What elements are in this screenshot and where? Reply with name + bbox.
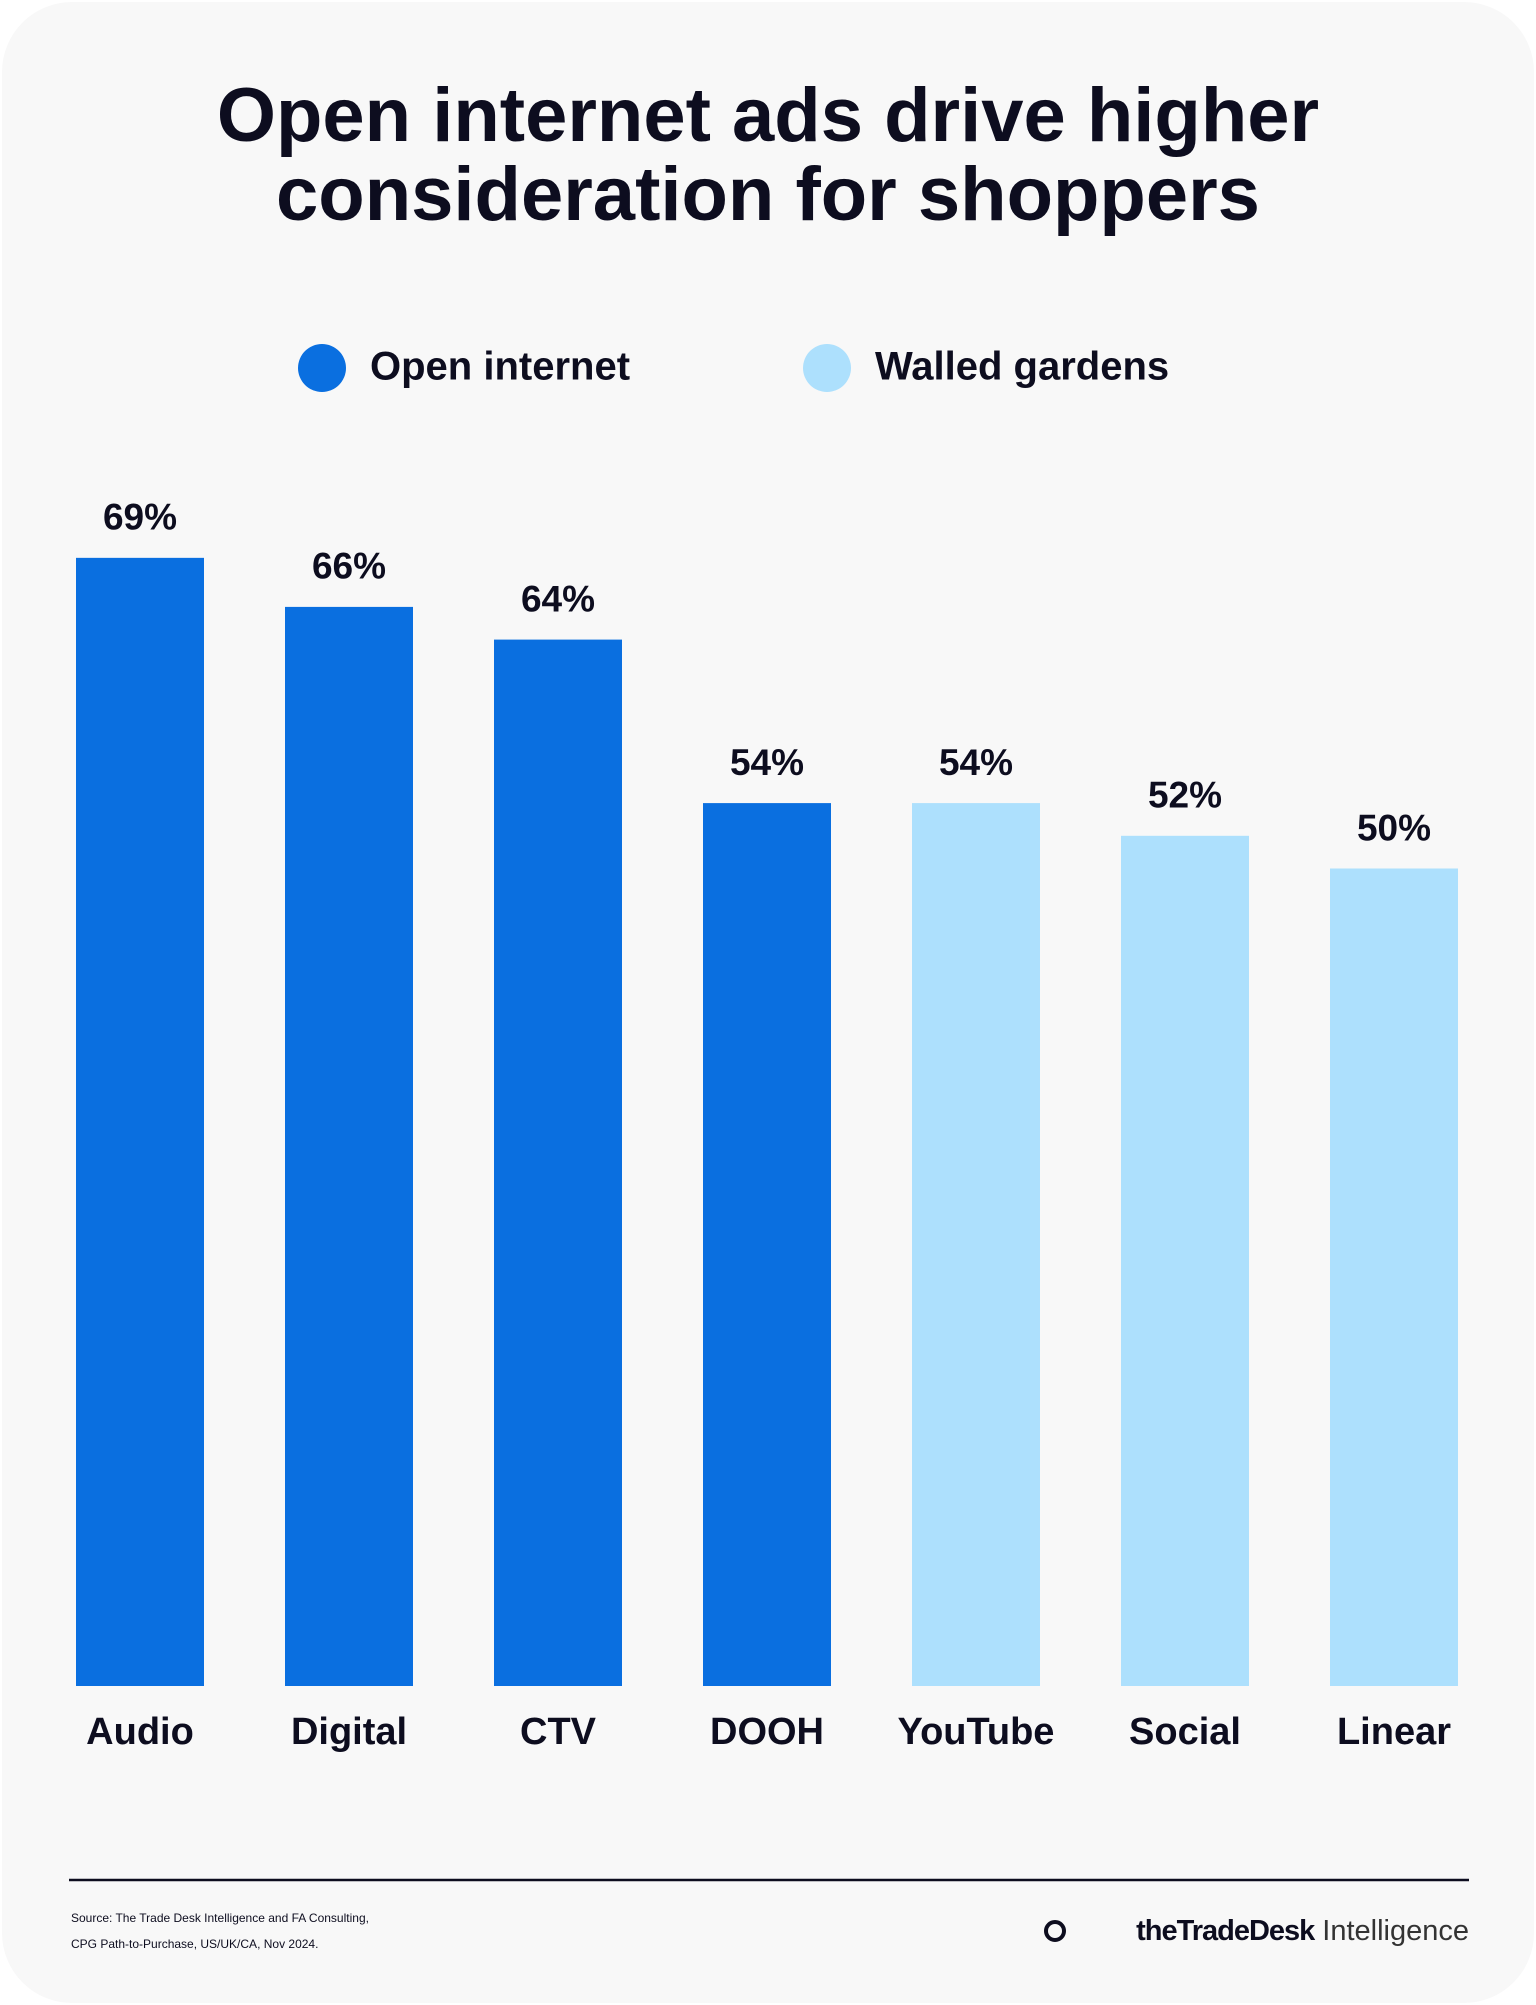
brand-suffix: Intelligence bbox=[1322, 1915, 1469, 1947]
bar bbox=[76, 557, 204, 1686]
data-label: 69% bbox=[103, 497, 177, 538]
data-label: 52% bbox=[1148, 775, 1222, 816]
data-label: 50% bbox=[1357, 807, 1431, 848]
bar bbox=[494, 639, 622, 1686]
x-tick-label: YouTube bbox=[898, 1711, 1055, 1753]
legend-label: Walled gardens bbox=[875, 345, 1169, 389]
x-tick-label: Linear bbox=[1337, 1711, 1451, 1753]
x-tick-label: Social bbox=[1129, 1711, 1241, 1753]
x-tick-label: Audio bbox=[86, 1711, 194, 1753]
brand: theTradeDesk Intelligence bbox=[1136, 1915, 1469, 1947]
x-tick-label: CTV bbox=[520, 1711, 597, 1753]
source-text: CPG Path-to-Purchase, US/UK/CA, Nov 2024… bbox=[71, 1937, 318, 1951]
bar bbox=[703, 803, 831, 1686]
chart-title: Open internet ads drive higher bbox=[217, 73, 1319, 158]
chart-title: consideration for shoppers bbox=[276, 152, 1260, 237]
data-label: 54% bbox=[730, 742, 804, 783]
bar bbox=[285, 606, 413, 1686]
brand-icon bbox=[1044, 1920, 1066, 1942]
x-tick-label: Digital bbox=[291, 1711, 407, 1753]
legend-label: Open internet bbox=[370, 345, 630, 389]
legend-swatch bbox=[298, 344, 346, 392]
x-tick-label: DOOH bbox=[710, 1711, 824, 1753]
data-label: 66% bbox=[312, 546, 386, 587]
data-label: 54% bbox=[939, 742, 1013, 783]
bar bbox=[1330, 868, 1458, 1686]
legend-swatch bbox=[803, 344, 851, 392]
data-label: 64% bbox=[521, 578, 595, 619]
brand-name: theTradeDesk bbox=[1136, 1915, 1316, 1947]
source-text: Source: The Trade Desk Intelligence and … bbox=[71, 1911, 369, 1925]
bar bbox=[912, 803, 1040, 1686]
bar bbox=[1121, 835, 1249, 1686]
